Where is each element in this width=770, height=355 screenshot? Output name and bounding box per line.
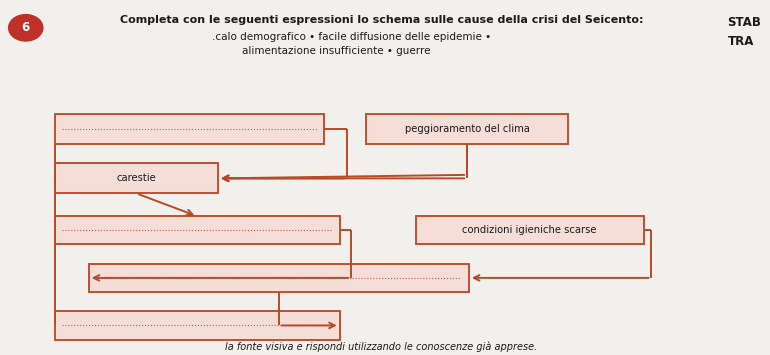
Bar (55, 216, 340, 245)
Ellipse shape (8, 15, 43, 41)
Text: peggioramento del clima: peggioramento del clima (404, 124, 530, 134)
Bar (367, 114, 567, 144)
Text: 6: 6 (22, 21, 30, 34)
Bar (89, 264, 469, 292)
Bar (55, 163, 218, 193)
Bar (2, 1, 701, 65)
Text: STAB: STAB (728, 16, 762, 29)
Bar (416, 216, 644, 245)
Text: TRA: TRA (728, 36, 754, 48)
Text: .calo demografico • facile diffusione delle epidemie •: .calo demografico • facile diffusione de… (212, 32, 490, 42)
Text: carestie: carestie (116, 173, 156, 184)
Bar (55, 114, 324, 144)
Text: condizioni igieniche scarse: condizioni igieniche scarse (463, 225, 597, 235)
Bar (55, 311, 340, 339)
Text: alimentazione insufficiente • guerre: alimentazione insufficiente • guerre (242, 47, 430, 56)
Text: la fonte visiva e rispondi utilizzando le conoscenze già apprese.: la fonte visiva e rispondi utilizzando l… (226, 342, 537, 352)
Text: Completa con le seguenti espressioni lo schema sulle cause della crisi del Seice: Completa con le seguenti espressioni lo … (120, 15, 643, 25)
